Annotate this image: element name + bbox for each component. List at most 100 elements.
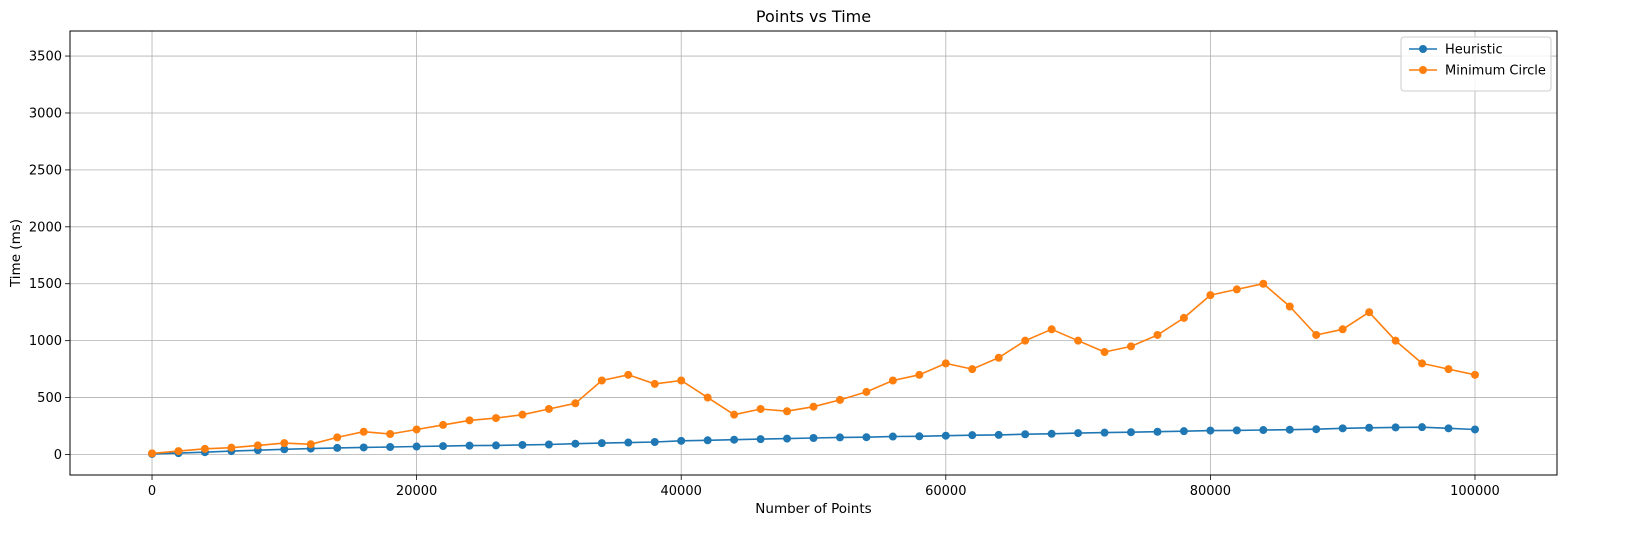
grid	[70, 31, 1557, 475]
y-tick-label: 3500	[29, 50, 62, 65]
data-point	[1391, 336, 1400, 345]
data-point	[835, 395, 844, 404]
data-point	[1206, 426, 1215, 435]
data-point	[571, 439, 580, 448]
data-point	[783, 407, 792, 416]
legend: Heuristic Minimum Circle	[1400, 36, 1552, 92]
y-tick-label: 3000	[29, 106, 62, 121]
y-tick-label: 500	[37, 391, 62, 406]
y-tick-label: 1000	[29, 334, 62, 349]
data-point	[862, 387, 871, 396]
data-point	[1312, 330, 1321, 339]
data-point	[1338, 325, 1347, 334]
data-point	[333, 433, 342, 442]
data-point	[809, 402, 818, 411]
data-point	[1470, 370, 1479, 379]
data-point	[756, 435, 765, 444]
data-point	[1444, 365, 1453, 374]
data-point	[809, 434, 818, 442]
x-tick-label: 100000	[1450, 484, 1500, 499]
legend-marker	[1419, 45, 1427, 53]
data-point	[306, 440, 315, 449]
data-point	[280, 445, 289, 454]
data-point	[1100, 428, 1109, 437]
data-point	[1100, 348, 1109, 357]
legend-label: Heuristic	[1445, 43, 1503, 58]
y-axis-label: Time (ms)	[8, 219, 24, 288]
data-point	[518, 440, 527, 449]
data-point	[439, 420, 448, 429]
data-point	[1127, 428, 1136, 437]
x-tick-label: 40000	[661, 484, 702, 499]
data-point	[994, 353, 1003, 362]
data-point	[597, 376, 606, 385]
data-point	[200, 444, 209, 453]
y-tick-label: 2500	[29, 163, 62, 178]
data-point	[915, 432, 924, 441]
y-tick-label: 0	[54, 448, 62, 463]
data-point	[465, 416, 474, 425]
data-point	[386, 442, 395, 451]
series-heuristic	[148, 423, 1479, 458]
legend-box	[1400, 36, 1552, 92]
legend-label: Minimum Circle	[1445, 64, 1546, 79]
data-point	[1444, 424, 1453, 433]
data-point	[544, 404, 553, 413]
data-point	[730, 410, 739, 419]
data-point	[1127, 342, 1136, 351]
data-point	[624, 438, 633, 447]
series-layer	[148, 279, 1479, 458]
y-tick-label: 2000	[29, 220, 62, 235]
data-point	[1470, 425, 1479, 434]
data-point	[756, 404, 765, 413]
data-point	[1285, 425, 1294, 434]
x-tick-label: 20000	[396, 484, 437, 499]
x-tick-label: 80000	[1190, 484, 1231, 499]
data-point	[1021, 336, 1030, 345]
data-point	[1179, 313, 1188, 322]
data-point	[412, 442, 421, 451]
data-point	[703, 393, 712, 402]
data-point	[465, 441, 474, 450]
axis-ticks: 0 20000 40000 60000 80000 100000 0 500 1000 1500 2…	[29, 50, 1500, 499]
plot-frame	[69, 30, 1558, 476]
data-point	[1365, 423, 1374, 432]
data-point	[253, 441, 262, 450]
data-point	[994, 430, 1003, 439]
data-point	[650, 437, 659, 446]
data-point	[1338, 424, 1347, 433]
data-point	[888, 432, 897, 441]
data-point	[888, 376, 897, 385]
data-point	[1391, 423, 1400, 432]
series-minimum-circle	[148, 279, 1479, 458]
data-point	[597, 439, 606, 448]
data-point	[1047, 429, 1056, 438]
data-point	[1074, 336, 1083, 345]
data-point	[968, 365, 977, 374]
data-point	[783, 434, 792, 443]
data-point	[677, 436, 686, 445]
data-point	[1074, 429, 1083, 438]
data-point	[1418, 423, 1427, 432]
data-point	[174, 447, 183, 456]
data-point	[571, 399, 580, 408]
data-point	[677, 376, 686, 385]
data-point	[650, 379, 659, 388]
data-point	[968, 431, 977, 440]
data-point	[703, 436, 712, 445]
data-point	[1312, 425, 1321, 434]
data-point	[333, 443, 342, 452]
data-point	[1206, 291, 1215, 300]
data-point	[544, 440, 553, 449]
data-point	[915, 370, 924, 379]
data-point	[439, 442, 448, 451]
data-point	[1153, 427, 1162, 436]
data-point	[1047, 325, 1056, 334]
data-point	[1259, 426, 1268, 435]
data-point	[518, 410, 527, 419]
data-point	[359, 427, 368, 436]
data-point	[1285, 302, 1294, 311]
data-point	[835, 433, 844, 442]
